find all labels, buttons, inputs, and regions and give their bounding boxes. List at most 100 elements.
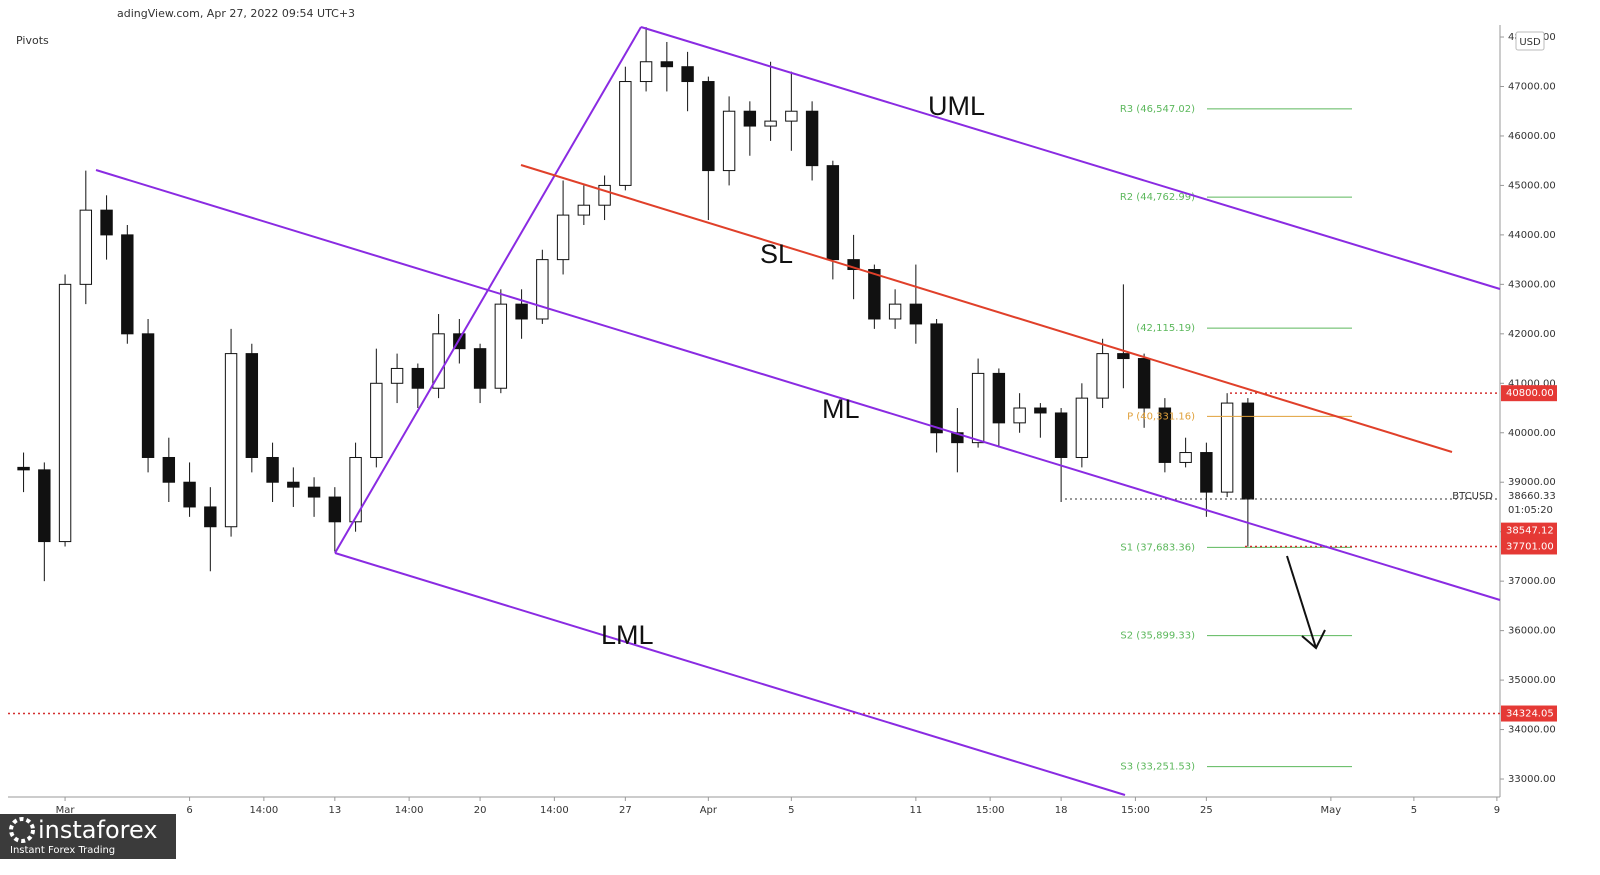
symbol: BTCUSD xyxy=(1452,491,1493,502)
x-tick-label: 13 xyxy=(328,805,341,816)
candle-body xyxy=(681,66,694,83)
upper-median-line xyxy=(640,26,1501,290)
y-tick-label: 39000.00 xyxy=(1508,477,1556,488)
candle-body xyxy=(764,120,777,127)
bid-box xyxy=(1501,522,1557,539)
tagline: Instant Forex Trading xyxy=(10,845,115,856)
candle-body xyxy=(349,456,362,523)
candle-body xyxy=(992,372,1006,424)
x-tick-label: 20 xyxy=(474,805,487,816)
candle-body xyxy=(390,367,404,384)
candle-body xyxy=(121,234,134,335)
candle-body xyxy=(100,209,113,236)
candle-body xyxy=(805,110,819,167)
candle-body xyxy=(556,214,570,261)
candle-body xyxy=(38,469,51,543)
candle-body xyxy=(826,165,840,261)
level-box xyxy=(1501,705,1557,722)
candle-body xyxy=(1220,402,1234,493)
y-tick-label: 47000.00 xyxy=(1508,81,1556,92)
level-box xyxy=(1501,385,1557,402)
candle-body xyxy=(1137,358,1151,409)
bid-label: 38547.12 xyxy=(1506,526,1554,537)
candle-body xyxy=(1117,353,1130,360)
candle-body xyxy=(473,348,487,389)
arrow-head xyxy=(1301,629,1326,650)
x-tick-label: Mar xyxy=(56,805,76,816)
x-tick-label: 9 xyxy=(1494,805,1500,816)
indicator-label: Pivots xyxy=(16,34,49,47)
level-label: 37701.00 xyxy=(1506,541,1554,552)
candle-body xyxy=(1179,452,1192,463)
candle-body xyxy=(619,81,632,186)
candle-body xyxy=(888,303,902,320)
brand: instaforex xyxy=(38,816,158,844)
candle-body xyxy=(743,110,757,127)
candle-body xyxy=(1075,397,1089,458)
y-tick-label: 34000.00 xyxy=(1508,725,1556,736)
header: adingView.com, Apr 27, 2022 09:54 UTC+3 xyxy=(117,7,355,20)
x-tick-label: 15:00 xyxy=(976,805,1005,816)
x-tick-label: 5 xyxy=(788,805,794,816)
candle-body xyxy=(328,496,342,523)
candle-body xyxy=(1034,407,1047,414)
y-tick-label: 43000.00 xyxy=(1508,279,1556,290)
annotation: LML xyxy=(601,620,654,650)
candle-body xyxy=(1158,407,1172,463)
x-tick-label: 18 xyxy=(1055,805,1068,816)
candle-body xyxy=(577,204,591,216)
pivot-label: R2 (44,762.99) xyxy=(1120,192,1195,203)
candle-body xyxy=(204,506,217,528)
pivot-label: P (40,331.16) xyxy=(1127,411,1195,422)
axes: 33000.00 34000.00 35000.00 36000.00 37000.00… xyxy=(56,32,1557,816)
candle-body xyxy=(598,184,611,206)
pivot-label: (42,115.19) xyxy=(1136,323,1195,334)
x-tick-label: May xyxy=(1321,805,1342,816)
candle-body xyxy=(307,486,321,498)
candle-body xyxy=(660,61,674,68)
candle-body xyxy=(17,466,30,471)
candle-body xyxy=(515,303,528,320)
currency: USD xyxy=(1519,37,1541,48)
candle-body xyxy=(494,303,508,389)
x-tick-label: 27 xyxy=(619,805,632,816)
candle-body xyxy=(1054,412,1068,458)
x-tick-label: 11 xyxy=(909,805,922,816)
candle-body xyxy=(162,456,176,483)
candle-body xyxy=(266,456,279,483)
candle-body xyxy=(639,61,653,83)
candle-body xyxy=(1200,452,1213,493)
candle-body xyxy=(1096,353,1109,399)
candle-body xyxy=(722,110,736,172)
candle-body xyxy=(183,481,196,508)
candle-body xyxy=(785,110,798,122)
logo-icon xyxy=(9,817,35,843)
level-label: 34324.05 xyxy=(1506,709,1554,720)
y-tick-label: 44000.00 xyxy=(1508,230,1556,241)
marks: R3 (46,547.02) R2 (44,762.99) (42,115.19) P… xyxy=(8,27,1500,773)
candle-body xyxy=(868,269,881,320)
annotation: SL xyxy=(760,239,793,269)
candle-body xyxy=(951,432,964,444)
x-tick-label: 6 xyxy=(186,805,192,816)
y-tick-label: 35000.00 xyxy=(1508,675,1556,686)
arrow-shaft xyxy=(1286,555,1317,649)
annotation: ML xyxy=(822,394,860,424)
pivot-label: S2 (35,899.33) xyxy=(1120,631,1195,642)
candle-body xyxy=(702,81,715,172)
y-tick-label: 37000.00 xyxy=(1508,576,1556,587)
candle-body xyxy=(245,353,259,458)
y-tick-label: 40000.00 xyxy=(1508,428,1556,439)
level-label: 40800.00 xyxy=(1506,388,1554,399)
last-price-label: 38660.33 xyxy=(1508,491,1556,502)
x-tick-label: Apr xyxy=(700,805,718,816)
pivot-label: S1 (37,683.36) xyxy=(1120,542,1195,553)
level-box xyxy=(1501,538,1557,555)
pitchfork xyxy=(95,26,1501,796)
candle-body xyxy=(909,303,923,325)
y-tick-label: 36000.00 xyxy=(1508,626,1556,637)
annotation: UML xyxy=(928,91,985,121)
pivot-label: R3 (46,547.02) xyxy=(1120,104,1195,115)
